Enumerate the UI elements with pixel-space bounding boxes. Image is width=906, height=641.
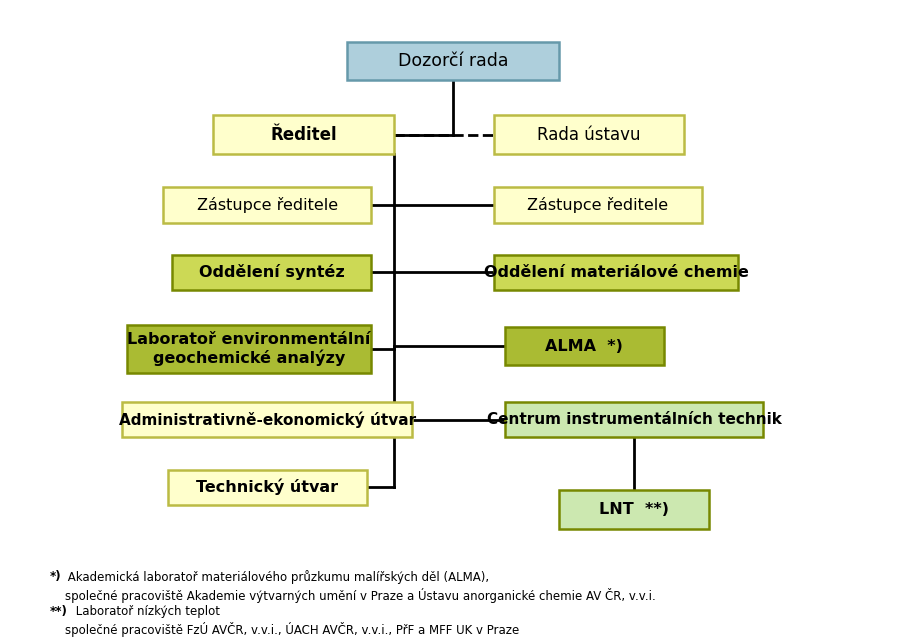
Text: Oddělení materiálové chemie: Oddělení materiálové chemie xyxy=(484,265,748,280)
Text: Rada ústavu: Rada ústavu xyxy=(537,126,641,144)
Text: LNT  **): LNT **) xyxy=(599,502,670,517)
Text: Zástupce ředitele: Zástupce ředitele xyxy=(197,197,338,213)
Text: **): **) xyxy=(50,605,68,618)
Text: Laboratoř nízkých teplot: Laboratoř nízkých teplot xyxy=(72,605,219,618)
FancyBboxPatch shape xyxy=(559,490,708,529)
Text: Centrum instrumentálních technik: Centrum instrumentálních technik xyxy=(487,412,782,428)
Text: Administrativně-ekonomický útvar: Administrativně-ekonomický útvar xyxy=(119,412,416,428)
Text: Ředitel: Ředitel xyxy=(270,126,337,144)
FancyBboxPatch shape xyxy=(213,115,394,154)
FancyBboxPatch shape xyxy=(494,187,702,222)
FancyBboxPatch shape xyxy=(346,42,559,80)
FancyBboxPatch shape xyxy=(168,469,367,505)
FancyBboxPatch shape xyxy=(122,403,412,438)
Text: společné pracoviště Akademie výtvarných umění v Praze a Ústavu anorganické chemi: společné pracoviště Akademie výtvarných … xyxy=(50,588,656,603)
Text: Dozorčí rada: Dozorčí rada xyxy=(398,52,508,70)
FancyBboxPatch shape xyxy=(494,254,738,290)
Text: Zástupce ředitele: Zástupce ředitele xyxy=(527,197,669,213)
FancyBboxPatch shape xyxy=(506,403,763,438)
Text: Technický útvar: Technický útvar xyxy=(197,479,338,495)
FancyBboxPatch shape xyxy=(172,254,371,290)
FancyBboxPatch shape xyxy=(506,327,663,365)
Text: Akademická laboratoř materiálového průzkumu malířských děl (ALMA),: Akademická laboratoř materiálového průzk… xyxy=(64,570,489,585)
Text: společné pracoviště FzÚ AVČR, v.v.i., ÚACH AVČR, v.v.i., PřF a MFF UK v Praze: společné pracoviště FzÚ AVČR, v.v.i., ÚA… xyxy=(50,622,519,637)
Text: Laboratoř environmentální
geochemické analýzy: Laboratoř environmentální geochemické an… xyxy=(128,332,371,367)
FancyBboxPatch shape xyxy=(494,115,684,154)
FancyBboxPatch shape xyxy=(163,187,371,222)
Text: *): *) xyxy=(50,570,62,583)
FancyBboxPatch shape xyxy=(127,325,371,373)
Text: Oddělení syntéz: Oddělení syntéz xyxy=(199,265,344,280)
Text: ALMA  *): ALMA *) xyxy=(545,338,623,354)
